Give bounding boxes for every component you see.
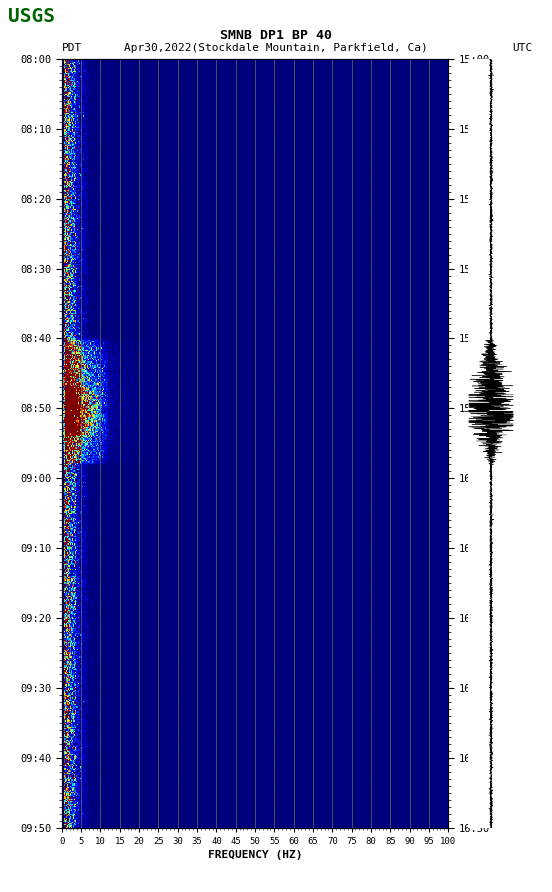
Text: Apr30,2022(Stockdale Mountain, Parkfield, Ca): Apr30,2022(Stockdale Mountain, Parkfield… (124, 43, 428, 53)
X-axis label: FREQUENCY (HZ): FREQUENCY (HZ) (208, 850, 302, 860)
Text: UTC: UTC (512, 43, 533, 53)
Text: SMNB DP1 BP 40: SMNB DP1 BP 40 (220, 29, 332, 42)
Text: USGS: USGS (8, 7, 55, 26)
Text: PDT: PDT (62, 43, 82, 53)
